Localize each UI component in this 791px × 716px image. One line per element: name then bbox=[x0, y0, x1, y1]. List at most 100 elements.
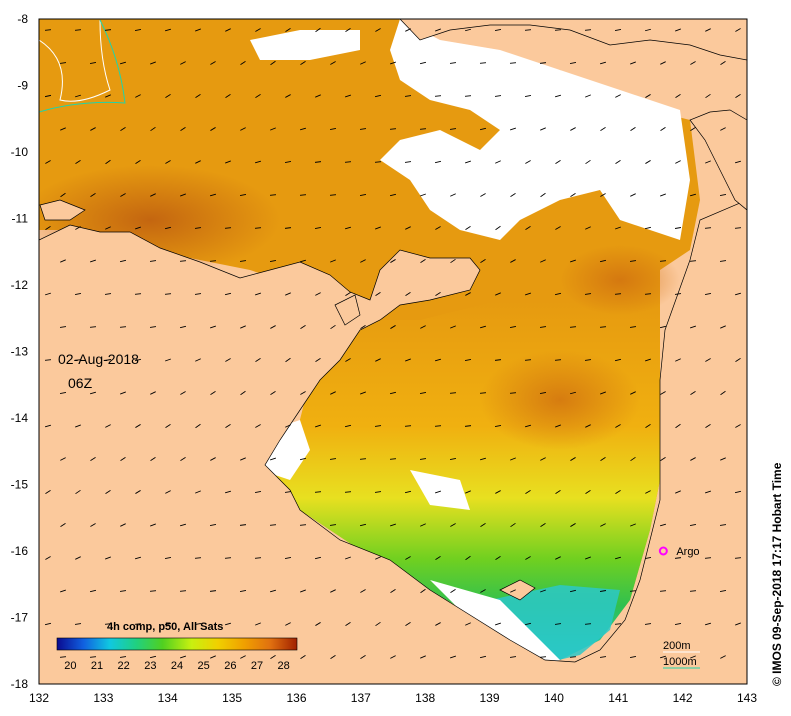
wind-arrow bbox=[750, 525, 756, 526]
wind-arrow bbox=[105, 489, 111, 495]
wind-arrow bbox=[705, 28, 711, 32]
wind-arrow bbox=[434, 358, 442, 362]
wind-arrow bbox=[105, 159, 111, 165]
wind-arrow bbox=[299, 457, 307, 461]
colorbar-title: 4h comp, p50, All Sats bbox=[107, 621, 223, 633]
wind-arrow bbox=[480, 193, 486, 197]
wind-arrow bbox=[464, 359, 472, 361]
lon-tick: 142 bbox=[673, 691, 693, 705]
wind-arrow bbox=[600, 523, 606, 527]
wind-arrow bbox=[314, 161, 322, 163]
wind-arrow bbox=[359, 458, 367, 460]
wind-arrow bbox=[105, 424, 111, 428]
wind-arrow bbox=[119, 656, 127, 658]
wind-arrow bbox=[569, 589, 577, 593]
wind-arrow bbox=[345, 556, 351, 560]
wind-arrow bbox=[750, 458, 756, 460]
wind-arrow bbox=[225, 28, 231, 32]
wind-arrow bbox=[345, 621, 351, 627]
wind-arrow bbox=[240, 457, 246, 461]
wind-arrow bbox=[165, 160, 171, 164]
lat-tick: -9 bbox=[17, 79, 28, 93]
wind-arrow bbox=[45, 490, 51, 494]
wind-arrow bbox=[75, 489, 81, 495]
wind-arrow bbox=[690, 127, 696, 131]
wind-arrow bbox=[630, 523, 636, 527]
wind-arrow bbox=[495, 292, 501, 296]
wind-arrow bbox=[209, 193, 217, 197]
wind-arrow bbox=[524, 94, 532, 98]
wind-arrow bbox=[420, 523, 426, 527]
wind-arrow bbox=[614, 29, 622, 31]
wind-arrow bbox=[555, 556, 561, 560]
wind-arrow bbox=[390, 588, 396, 594]
lat-tick: -13 bbox=[11, 345, 29, 359]
wind-arrow bbox=[645, 423, 651, 429]
wind-arrow bbox=[464, 95, 472, 97]
wind-arrow bbox=[539, 326, 547, 328]
wind-arrow bbox=[629, 326, 637, 328]
wind-arrow bbox=[614, 293, 622, 295]
wind-arrow bbox=[659, 260, 667, 262]
wind-arrow bbox=[480, 589, 486, 593]
wind-arrow bbox=[255, 622, 261, 626]
wind-arrow bbox=[179, 523, 187, 527]
wind-arrow bbox=[74, 292, 82, 296]
wind-arrow bbox=[449, 457, 457, 461]
wind-arrow bbox=[360, 259, 366, 263]
wind-arrow bbox=[194, 622, 202, 626]
wind-arrow bbox=[150, 456, 156, 462]
wind-arrow bbox=[224, 622, 232, 626]
wind-arrow bbox=[74, 29, 82, 31]
wind-arrow bbox=[751, 61, 756, 64]
wind-arrow bbox=[75, 226, 81, 230]
wind-arrow bbox=[495, 225, 501, 231]
wind-arrow bbox=[239, 260, 247, 262]
wind-arrow bbox=[450, 655, 456, 659]
wind-arrow bbox=[434, 425, 442, 427]
wind-arrow bbox=[149, 590, 157, 592]
wind-arrow bbox=[554, 623, 562, 625]
wind-arrow bbox=[674, 557, 682, 559]
wind-arrow bbox=[119, 590, 127, 592]
wind-arrow bbox=[255, 94, 261, 98]
lat-tick: -17 bbox=[11, 611, 29, 625]
wind-arrow bbox=[689, 260, 697, 262]
wind-arrow bbox=[330, 589, 336, 593]
wind-arrow bbox=[734, 557, 742, 559]
wind-arrow bbox=[225, 424, 231, 428]
plot-frame bbox=[38, 18, 748, 685]
wind-arrow bbox=[615, 226, 621, 230]
wind-arrow bbox=[615, 490, 621, 494]
wind-arrow bbox=[600, 456, 606, 462]
wind-arrow bbox=[104, 29, 112, 31]
wind-arrow bbox=[450, 258, 456, 264]
lon-axis: 132 133 134 135 136 137 138 139 140 141 … bbox=[29, 691, 757, 705]
wind-arrow bbox=[660, 126, 666, 132]
wind-arrow bbox=[59, 62, 67, 64]
wind-arrow bbox=[570, 192, 576, 198]
contour-200m-line bbox=[39, 19, 111, 102]
wind-arrow bbox=[705, 358, 711, 362]
wind-arrow bbox=[509, 62, 517, 64]
wind-arrow bbox=[75, 159, 81, 165]
wind-arrow bbox=[390, 523, 396, 527]
wind-arrow bbox=[209, 590, 217, 592]
colorbar-gradient bbox=[56, 637, 298, 651]
wind-arrow bbox=[90, 259, 96, 263]
wind-arrow bbox=[585, 489, 591, 495]
wind-arrow bbox=[104, 293, 112, 295]
wind-arrow bbox=[90, 457, 96, 461]
wind-arrow bbox=[495, 555, 501, 561]
wind-arrow bbox=[510, 259, 516, 263]
wind-arrow bbox=[375, 556, 381, 560]
wind-arrow bbox=[134, 358, 142, 362]
wind-arrow bbox=[420, 258, 426, 264]
wind-arrow bbox=[419, 61, 427, 65]
wind-arrow bbox=[599, 656, 607, 658]
wind-arrow bbox=[254, 160, 262, 164]
wind-arrow bbox=[494, 359, 502, 361]
wind-arrow bbox=[555, 226, 561, 230]
wind-arrow bbox=[360, 391, 366, 395]
wind-arrow bbox=[164, 557, 172, 559]
